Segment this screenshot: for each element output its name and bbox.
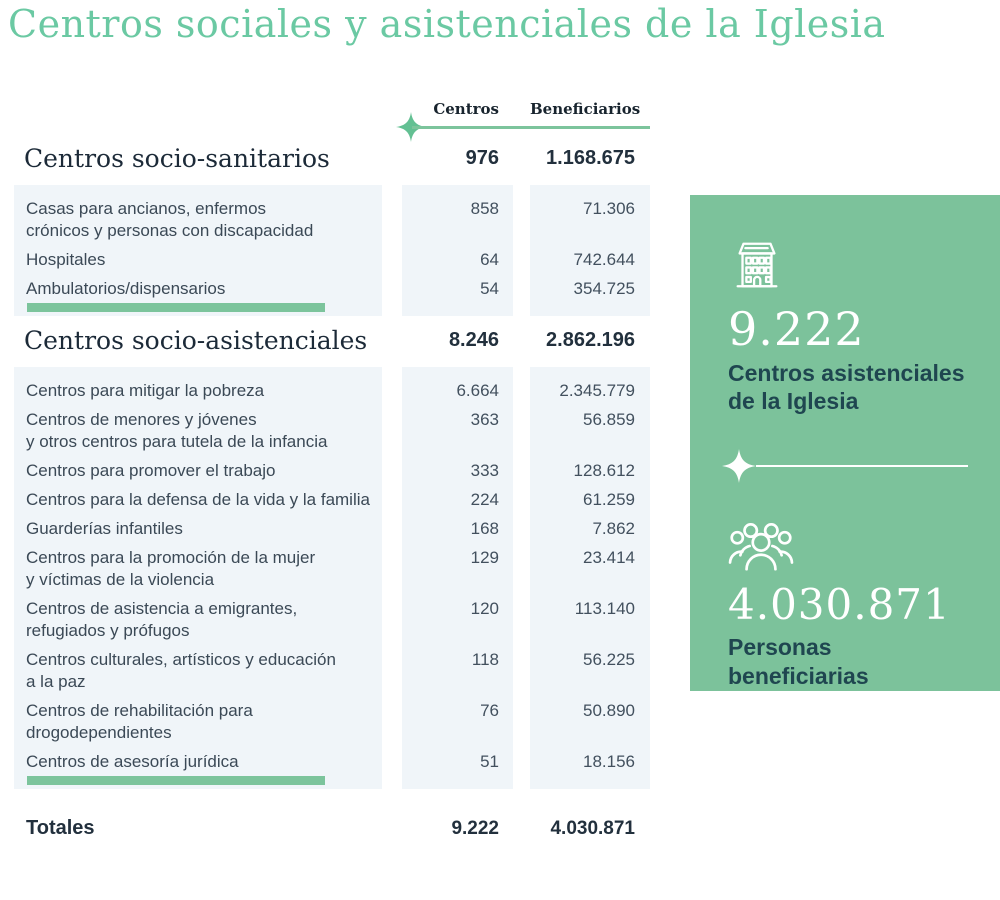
column-header-centros: Centros [433, 100, 499, 118]
row-centros: 76 [480, 701, 499, 720]
row-label: Centros para la defensa de la vida y la … [26, 490, 370, 509]
section-centros: 8.246 [448, 329, 499, 351]
section-rows: Centros para mitigar la pobreza 6.664 2.… [14, 367, 650, 789]
row-centros: 129 [470, 548, 499, 567]
row-beneficiarios: 50.890 [583, 701, 635, 720]
row-beneficiarios: 71.306 [583, 199, 635, 218]
highlight-card: 9.222 Centros asistenciales de la Iglesi… [690, 195, 1000, 691]
row-centros: 224 [470, 490, 499, 509]
table-row: Centros para la defensa de la vida y la … [14, 489, 650, 511]
table-row: Centros culturales, artísticos y educaci… [14, 649, 650, 693]
column-headers: Centros Beneficiarios [14, 100, 650, 118]
row-label: Centros de menores y jóvenes y otros cen… [26, 410, 328, 451]
row-centros: 120 [470, 599, 499, 618]
row-label: Hospitales [26, 250, 106, 269]
section-header: Centros socio-asistenciales 8.246 2.862.… [14, 326, 650, 355]
section-title: Centros socio-asistenciales [24, 326, 368, 355]
table-row: Ambulatorios/dispensarios 54 354.725 [14, 278, 650, 300]
row-label: Centros para promover el trabajo [26, 461, 276, 480]
row-label: Casas para ancianos, enfermos crónicos y… [26, 199, 314, 240]
card-divider [722, 449, 1000, 484]
row-label: Guarderías infantiles [26, 519, 183, 538]
stat-beneficiarios-value: 4.030.871 [728, 580, 951, 630]
row-centros: 333 [470, 461, 499, 480]
stat-centros-label: Centros asistenciales de la Iglesia [728, 360, 965, 415]
row-centros: 118 [471, 650, 499, 669]
people-icon [728, 523, 794, 571]
row-label: Centros de rehabilitación para drogodepe… [26, 701, 253, 742]
table-row: Casas para ancianos, enfermos crónicos y… [14, 198, 650, 242]
totals-label: Totales [26, 817, 95, 839]
totals-row: Totales 9.222 4.030.871 [14, 817, 650, 840]
row-centros: 51 [480, 752, 499, 771]
data-table: Centros Beneficiarios Centros socio-sani… [14, 100, 650, 840]
rows-background [402, 367, 513, 789]
row-label: Ambulatorios/dispensarios [26, 279, 226, 298]
section-accent-bar [27, 776, 325, 785]
section-beneficiarios: 2.862.196 [546, 329, 635, 351]
row-label: Centros de asistencia a emigrantes, refu… [26, 599, 298, 640]
table-row: Hospitales 64 742.644 [14, 249, 650, 271]
table-section: Centros socio-asistenciales 8.246 2.862.… [14, 326, 650, 789]
sparkle-icon [722, 449, 756, 484]
table-row: Centros para promover el trabajo 333 128… [14, 460, 650, 482]
row-label: Centros para mitigar la pobreza [26, 381, 265, 400]
section-centros: 976 [465, 147, 499, 169]
section-accent-bar [27, 303, 325, 312]
building-icon [736, 242, 778, 288]
header-rule [14, 112, 650, 142]
row-beneficiarios: 113.140 [574, 599, 635, 618]
table-row: Centros para mitigar la pobreza 6.664 2.… [14, 380, 650, 402]
totals-centros: 9.222 [451, 817, 499, 839]
stat-beneficiarios-label: Personas beneficiarias [728, 634, 869, 689]
rows-background [530, 185, 650, 316]
column-header-beneficiarios: Beneficiarios [530, 100, 641, 118]
row-beneficiarios: 7.862 [592, 519, 635, 538]
divider-line [756, 465, 968, 468]
row-centros: 54 [480, 279, 499, 298]
sparkle-icon [396, 112, 426, 142]
section-beneficiarios: 1.168.675 [546, 147, 635, 169]
row-beneficiarios: 742.644 [573, 250, 635, 269]
table-row: Centros de rehabilitación para drogodepe… [14, 700, 650, 744]
table-row: Centros de asesoría jurídica 51 18.156 [14, 751, 650, 773]
totals-beneficiarios: 4.030.871 [550, 817, 635, 839]
row-beneficiarios: 61.259 [583, 490, 635, 509]
row-beneficiarios: 23.414 [583, 548, 635, 567]
row-beneficiarios: 18.156 [583, 752, 635, 771]
section-title: Centros socio-sanitarios [24, 144, 330, 173]
stat-centros-value: 9.222 [728, 302, 865, 356]
rows-background [530, 367, 650, 789]
row-label: Centros de asesoría jurídica [26, 752, 239, 771]
section-header: Centros socio-sanitarios 976 1.168.675 [14, 144, 650, 173]
section-rows: Casas para ancianos, enfermos crónicos y… [14, 185, 650, 316]
row-centros: 168 [470, 519, 499, 538]
row-centros: 858 [470, 199, 499, 218]
page-title: Centros sociales y asistenciales de la I… [8, 2, 886, 46]
rows-background [14, 185, 382, 316]
row-centros: 64 [480, 250, 499, 269]
table-row: Centros de menores y jóvenes y otros cen… [14, 409, 650, 453]
header-underline [412, 126, 650, 129]
table-row: Centros de asistencia a emigrantes, refu… [14, 598, 650, 642]
row-beneficiarios: 56.859 [583, 410, 635, 429]
row-centros: 6.664 [456, 381, 499, 400]
row-beneficiarios: 354.725 [573, 279, 635, 298]
rows-background [14, 367, 382, 789]
row-label: Centros para la promoción de la mujer y … [26, 548, 316, 589]
row-beneficiarios: 128.612 [573, 461, 635, 480]
table-row: Guarderías infantiles 168 7.862 [14, 518, 650, 540]
row-label: Centros culturales, artísticos y educaci… [26, 650, 336, 691]
table-section: Centros socio-sanitarios 976 1.168.675 C… [14, 144, 650, 316]
row-centros: 363 [470, 410, 499, 429]
row-beneficiarios: 56.225 [583, 650, 635, 669]
table-sections: Centros socio-sanitarios 976 1.168.675 C… [14, 144, 650, 789]
table-row: Centros para la promoción de la mujer y … [14, 547, 650, 591]
row-beneficiarios: 2.345.779 [559, 381, 635, 400]
rows-background [402, 185, 513, 316]
